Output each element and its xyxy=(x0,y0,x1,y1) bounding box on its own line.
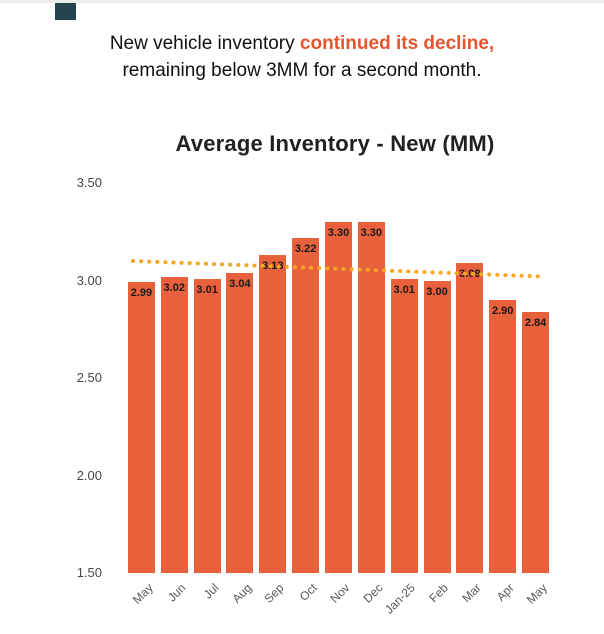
bar-value-label: 3.00 xyxy=(426,285,448,298)
bar: 3.01 xyxy=(193,278,221,573)
x-tick-label: Jul xyxy=(200,580,222,602)
headline-prefix: New vehicle inventory xyxy=(109,33,300,54)
bar: 3.30 xyxy=(357,222,385,573)
bar: 3.30 xyxy=(324,222,352,573)
bar: 2.90 xyxy=(489,300,517,573)
bar-slot: 3.01 xyxy=(388,183,421,573)
bar: 2.84 xyxy=(522,311,550,573)
bar-value-label: 3.22 xyxy=(294,242,317,255)
bar: 3.02 xyxy=(160,276,188,573)
x-tick-label: Nov xyxy=(327,580,353,606)
x-tick-slot: Jan-25 xyxy=(382,575,421,633)
x-tick-label: Oct xyxy=(296,580,320,604)
headline-line2: remaining below 3MM for a second month. xyxy=(122,60,482,81)
x-tick-slot: Oct xyxy=(289,575,322,633)
corner-logo-mark xyxy=(55,3,76,20)
x-tick-slot: May xyxy=(125,575,158,633)
bar-slot: 3.09 xyxy=(453,183,486,573)
x-tick-slot: Mar xyxy=(453,575,486,633)
chart-title: Average Inventory - New (MM) xyxy=(175,131,495,156)
bar-value-label: 3.01 xyxy=(196,283,218,296)
bar: 3.09 xyxy=(456,262,484,573)
x-tick-slot: Nov xyxy=(322,575,355,633)
bar: 3.04 xyxy=(226,272,254,573)
bar-slot: 3.00 xyxy=(421,183,454,573)
bar-value-label: 3.13 xyxy=(262,260,284,273)
bar-slot: 2.90 xyxy=(486,183,519,573)
x-tick-label: Aug xyxy=(229,580,255,606)
x-tick-label: Dec xyxy=(360,580,386,606)
x-tick-slot: Jul xyxy=(191,575,224,633)
bar-slot: 3.02 xyxy=(158,183,191,573)
bar-value-label: 2.84 xyxy=(524,316,547,329)
bar-value-label: 3.30 xyxy=(327,227,350,239)
bar-slot: 2.99 xyxy=(125,183,158,573)
bar: 3.13 xyxy=(259,255,287,573)
x-tick-label: Mar xyxy=(459,580,485,606)
x-tick-slot: Aug xyxy=(224,575,257,633)
y-tick-label: 3.00 xyxy=(76,272,102,288)
bar-slot: 3.30 xyxy=(355,183,388,573)
y-tick-label: 2.50 xyxy=(76,370,102,385)
x-tick-label: Sep xyxy=(261,580,287,606)
bar-value-label: 3.30 xyxy=(360,227,383,239)
x-tick-slot: May xyxy=(519,575,552,633)
bar-value-label: 2.99 xyxy=(130,287,153,300)
bar-value-label: 3.09 xyxy=(459,267,481,280)
plot-area: 2.99 3.02 3.01 3.04 3.13 3.22 3.30 3.30 3.01 3.00… xyxy=(125,183,552,573)
headline-highlight: continued its decline, xyxy=(299,33,495,54)
bar-value-label: 2.90 xyxy=(491,305,514,317)
headline-line1: New vehicle inventory continued its decl… xyxy=(0,30,604,57)
bar-slot: 3.04 xyxy=(224,183,257,573)
bar: 3.00 xyxy=(423,280,451,573)
x-axis: May Jun Jul Aug Sep Oct Nov Dec Jan-25 Feb Mar Apr M… xyxy=(125,575,552,633)
bars: 2.99 3.02 3.01 3.04 3.13 3.22 3.30 3.30 3.01 3.00… xyxy=(125,183,552,573)
bar: 2.99 xyxy=(127,282,155,573)
y-tick-label: 2.00 xyxy=(76,467,102,483)
bar-slot: 2.84 xyxy=(519,183,552,573)
bar-slot: 3.13 xyxy=(256,183,289,573)
bar: 3.22 xyxy=(292,237,320,573)
x-tick-slot: Feb xyxy=(421,575,454,633)
bar-value-label: 3.01 xyxy=(393,283,415,296)
x-tick-label: May xyxy=(129,580,156,607)
x-tick-label: Jan-25 xyxy=(382,580,419,617)
bar-value-label: 3.02 xyxy=(163,281,185,294)
y-axis: 3.50 3.00 2.50 2.00 1.50 xyxy=(0,175,118,580)
x-tick-label: Jun xyxy=(164,580,189,605)
x-tick-label: Feb xyxy=(426,580,452,606)
x-tick-slot: Sep xyxy=(256,575,289,633)
x-tick-label: May xyxy=(523,580,550,607)
y-tick-label: 3.50 xyxy=(76,175,102,190)
bar-slot: 3.22 xyxy=(289,183,322,573)
x-tick-slot: Jun xyxy=(158,575,191,633)
x-tick-slot: Apr xyxy=(486,575,519,633)
y-tick-label: 1.50 xyxy=(76,565,102,580)
bar-slot: 3.30 xyxy=(322,183,355,573)
x-tick-label: Apr xyxy=(493,580,517,604)
bar-value-label: 3.04 xyxy=(229,277,251,290)
headline: New vehicle inventory continued its decl… xyxy=(0,30,604,84)
bar: 3.01 xyxy=(390,278,418,573)
bar-slot: 3.01 xyxy=(191,183,224,573)
